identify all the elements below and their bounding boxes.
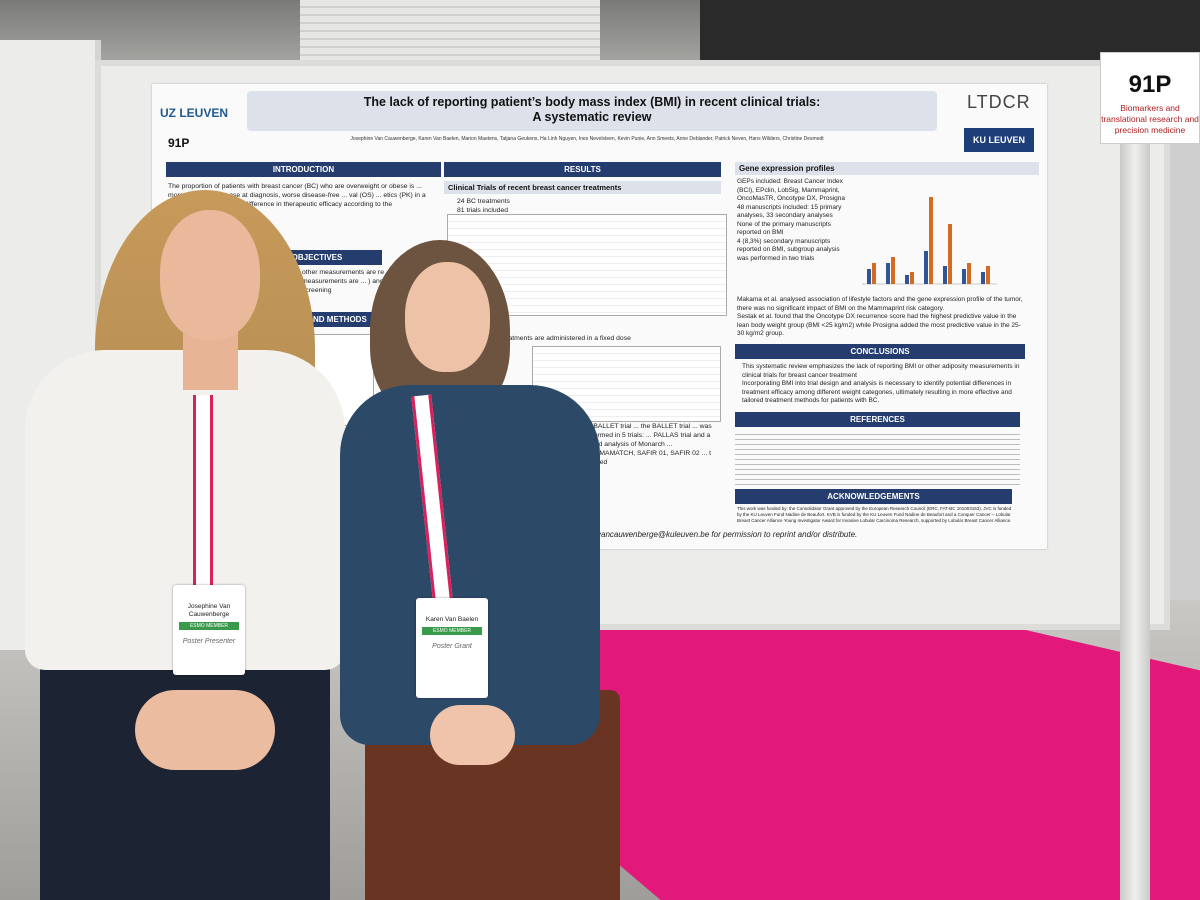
sign-number: 91P: [1128, 71, 1172, 98]
person-right-hands: [430, 705, 515, 765]
results-bullet: 81 trials included: [457, 207, 509, 214]
gep-bullet: GEPs included: Breast Cancer Index (BCI)…: [737, 178, 846, 202]
chart-bar: [948, 224, 952, 284]
right-badge-name: Karen Van Baelen: [425, 616, 479, 623]
left-badge-name: Josephine Van Cauwenberge: [187, 603, 231, 618]
right-badge-footer: Poster Grant: [432, 643, 472, 650]
results-trials-text: the BALLET trial ... the BALLET trial ..…: [582, 423, 712, 466]
left-badge-footer: Poster Presenter: [182, 638, 236, 645]
uz-leuven-logo: UZ LEUVEN: [160, 106, 229, 120]
introduction-text: The proportion of patients with breast c…: [168, 183, 426, 208]
results-bullets: 24 BC treatments 81 trials included: [457, 197, 597, 215]
left-lanyard: [193, 395, 213, 585]
dark-wall: [700, 0, 1200, 60]
right-name-badge: Karen Van Baelen ESMO MEMBER Poster Gran…: [416, 598, 488, 698]
gep-bullet: 48 manuscripts included: 15 primary anal…: [737, 203, 842, 220]
chart-bar: [962, 269, 966, 284]
results-header: RESULTS: [444, 162, 721, 177]
results-text: included BC treatments are administered …: [462, 335, 631, 342]
gep-header: Gene expression profiles: [735, 162, 1039, 175]
introduction-header: INTRODUCTION: [166, 162, 441, 177]
gep-findings: Makama et al. analysed association of li…: [737, 296, 1027, 339]
left-name-badge: Josephine Van Cauwenberge ESMO MEMBER Po…: [173, 585, 245, 675]
author-list: Josephine Van Cauwenberge, Karen Van Bae…: [350, 136, 824, 142]
manuscripts-bar-chart: [862, 197, 997, 285]
person-left-face: [160, 210, 260, 340]
conclusion-bullet: Incorporating BMI into trial design and …: [742, 380, 1012, 404]
chart-bar: [891, 257, 895, 284]
gep-bullet: Makama et al. analysed association of li…: [737, 296, 1023, 312]
ltdcr-logo: LTDCR: [967, 92, 1031, 112]
conclusions-text: This systematic review emphasizes the la…: [742, 363, 1027, 406]
person-left-hands: [135, 690, 275, 770]
ku-leuven-logo: KU LEUVEN: [964, 128, 1034, 152]
chart-bar: [886, 263, 890, 284]
right-badge-role: ESMO MEMBER: [422, 627, 482, 635]
chart-bar: [929, 197, 933, 284]
conclusions-header: CONCLUSIONS: [735, 344, 1025, 359]
chart-bar: [986, 266, 990, 284]
chart-bar: [943, 266, 947, 284]
board-post: [1120, 55, 1150, 900]
contact-line: vancauwenberge@kuleuven.be for permissio…: [597, 530, 858, 539]
poster-number: 91P: [168, 136, 190, 150]
results-bullet: 24 BC treatments: [457, 198, 510, 205]
left-badge-role: ESMO MEMBER: [179, 622, 239, 630]
poster-title: The lack of reporting patient’s body mas…: [363, 95, 821, 109]
chart-bar: [981, 272, 985, 284]
poster-number-sign: 91P Biomarkers and translational researc…: [1100, 52, 1200, 144]
gep-bullet: None of the primary manuscripts reported…: [737, 220, 831, 237]
person-left-neck: [183, 330, 238, 390]
chart-bar: [905, 275, 909, 284]
person-right-face: [405, 262, 490, 372]
chart-bar: [867, 269, 871, 284]
gep-bullet: 4 (8,3%) secondary manuscripts reported …: [737, 237, 840, 262]
chart-bar: [910, 272, 914, 284]
gep-bullet: Sestak et al. found that the Oncotype DX…: [737, 313, 1021, 337]
conclusion-bullet: This systematic review emphasizes the la…: [742, 363, 1020, 379]
acknowledgements-header: ACKNOWLEDGEMENTS: [735, 489, 1012, 504]
acknowledgements-text: This work was funded by: the Consolidato…: [737, 506, 1012, 523]
roller-shutter: [300, 0, 600, 66]
references-list: [735, 430, 1020, 485]
gep-bullets: GEPs included: Breast Cancer Index (BCI)…: [737, 178, 852, 263]
chart-bar: [967, 263, 971, 284]
poster-title-band: The lack of reporting patient’s body mas…: [247, 91, 937, 131]
sign-topic: Biomarkers and translational research an…: [1101, 103, 1199, 135]
methods-header: AND METHODS: [292, 312, 382, 327]
results-subheader: Clinical Trials of recent breast cancer …: [444, 181, 721, 194]
chart-bar: [872, 263, 876, 284]
references-header: REFERENCES: [735, 412, 1020, 427]
poster-subtitle: A systematic review: [532, 110, 652, 124]
chart-bar: [924, 251, 928, 284]
objectives-text: other measurements are re ... other meas…: [302, 269, 415, 294]
